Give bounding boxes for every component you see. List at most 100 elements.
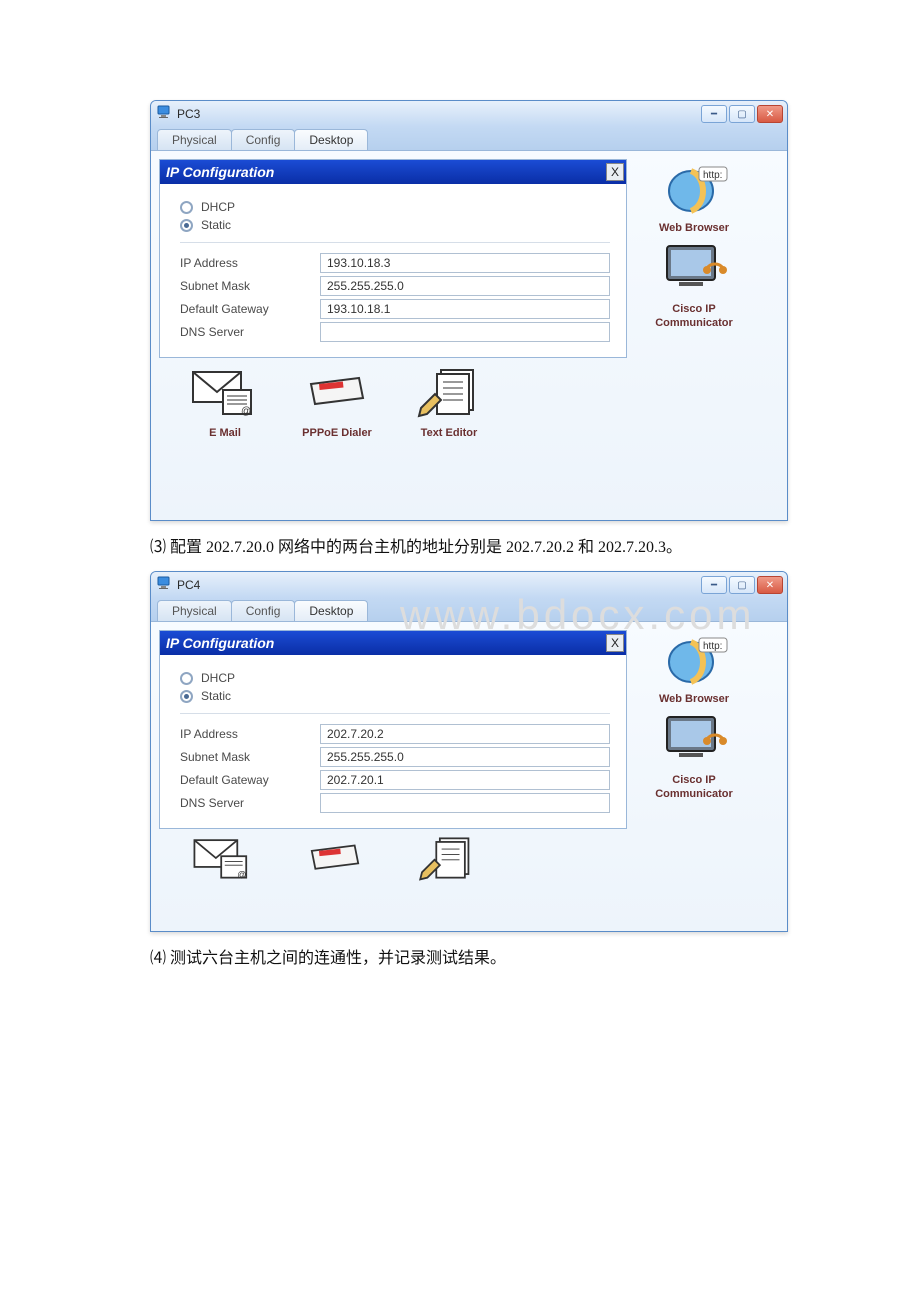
web-browser-shortcut[interactable]: http: Web Browser: [639, 630, 749, 705]
ipconfig-title: IP Configuration: [166, 635, 274, 651]
static-radio-row[interactable]: Static: [180, 689, 610, 703]
svg-text:http:: http:: [703, 170, 722, 181]
window-pc4: PC4 ━ ▢ ✕ Physical Config Desktop IP Con…: [150, 571, 788, 932]
web-browser-label: Web Browser: [639, 693, 749, 705]
caption-3: ⑶ 配置 202.7.20.0 网络中的两台主机的地址分别是 202.7.20.…: [150, 533, 920, 557]
static-radio-row[interactable]: Static: [180, 218, 610, 232]
dhcp-label: DHCP: [201, 200, 235, 214]
static-label: Static: [201, 689, 231, 703]
desktop-canvas: IP Configuration X DHCP Static: [151, 621, 787, 931]
bottom-shortcuts: @: [159, 833, 779, 888]
radio-icon: [180, 201, 193, 214]
browser-icon: http:: [659, 159, 729, 220]
titlebar: PC3 ━ ▢ ✕: [151, 101, 787, 127]
monitor-headset-icon: [659, 240, 729, 301]
texteditor-icon: [411, 833, 483, 888]
divider: [180, 242, 610, 243]
bottom-shortcuts: @ E Mail PPPoE Dialer: [159, 364, 779, 439]
dns-server-label: DNS Server: [180, 796, 320, 810]
subnet-mask-label: Subnet Mask: [180, 750, 320, 764]
email-label: E Mail: [189, 427, 261, 439]
dns-server-input[interactable]: [320, 793, 610, 813]
tab-desktop[interactable]: Desktop: [294, 600, 368, 621]
texteditor-icon: [413, 364, 485, 425]
tab-physical[interactable]: Physical: [157, 129, 232, 150]
pc-icon: [157, 105, 173, 124]
monitor-headset-icon: [659, 711, 729, 772]
dhcp-radio-row[interactable]: DHCP: [180, 671, 610, 685]
titlebar: PC4 ━ ▢ ✕: [151, 572, 787, 598]
window-pc3: PC3 ━ ▢ ✕ Physical Config Desktop IP Con…: [150, 100, 788, 521]
modem-icon: [299, 833, 371, 888]
ipconfig-title: IP Configuration: [166, 164, 274, 180]
radio-icon: [180, 690, 193, 703]
web-browser-label: Web Browser: [639, 222, 749, 234]
minimize-button[interactable]: ━: [701, 105, 727, 123]
tab-desktop[interactable]: Desktop: [294, 129, 368, 150]
cisco-communicator-shortcut[interactable]: Cisco IP Communicator: [639, 711, 749, 800]
tab-config[interactable]: Config: [231, 600, 296, 621]
side-shortcuts: http: Web Browser: [639, 159, 749, 358]
ip-configuration-panel: IP Configuration X DHCP Static: [159, 159, 627, 358]
close-button[interactable]: ✕: [757, 576, 783, 594]
minimize-button[interactable]: ━: [701, 576, 727, 594]
pppoe-shortcut[interactable]: PPPoE Dialer: [301, 364, 373, 439]
ipconfig-close-button[interactable]: X: [606, 634, 624, 652]
window-controls: ━ ▢ ✕: [701, 105, 783, 123]
default-gateway-input[interactable]: [320, 299, 610, 319]
email-icon: @: [187, 833, 259, 888]
caption-4: ⑷ 测试六台主机之间的连通性，并记录测试结果。: [150, 944, 920, 968]
cisco-label-2: Communicator: [639, 317, 749, 329]
texteditor-shortcut[interactable]: [411, 833, 483, 888]
window-title: PC3: [177, 107, 200, 121]
texteditor-shortcut[interactable]: Text Editor: [413, 364, 485, 439]
pppoe-shortcut[interactable]: [299, 833, 371, 888]
cisco-label-1: Cisco IP: [639, 774, 749, 786]
tab-config[interactable]: Config: [231, 129, 296, 150]
maximize-button[interactable]: ▢: [729, 105, 755, 123]
cisco-communicator-shortcut[interactable]: Cisco IP Communicator: [639, 240, 749, 329]
window-controls: ━ ▢ ✕: [701, 576, 783, 594]
web-browser-shortcut[interactable]: http: Web Browser: [639, 159, 749, 234]
document-page: PC3 ━ ▢ ✕ Physical Config Desktop IP Con…: [0, 0, 920, 968]
cisco-label-1: Cisco IP: [639, 303, 749, 315]
pppoe-label: PPPoE Dialer: [301, 427, 373, 439]
cisco-label-2: Communicator: [639, 788, 749, 800]
ip-address-label: IP Address: [180, 256, 320, 270]
browser-icon: http:: [659, 630, 729, 691]
ip-address-input[interactable]: [320, 253, 610, 273]
pc-icon: [157, 576, 173, 595]
ip-address-input[interactable]: [320, 724, 610, 744]
svg-text:@: @: [237, 870, 246, 880]
svg-text:@: @: [241, 406, 251, 417]
dns-server-input[interactable]: [320, 322, 610, 342]
dhcp-label: DHCP: [201, 671, 235, 685]
default-gateway-label: Default Gateway: [180, 773, 320, 787]
radio-icon: [180, 219, 193, 232]
subnet-mask-input[interactable]: [320, 747, 610, 767]
default-gateway-label: Default Gateway: [180, 302, 320, 316]
static-label: Static: [201, 218, 231, 232]
maximize-button[interactable]: ▢: [729, 576, 755, 594]
divider: [180, 713, 610, 714]
tab-bar: Physical Config Desktop: [151, 127, 787, 150]
email-shortcut[interactable]: @ E Mail: [189, 364, 261, 439]
email-icon: @: [189, 364, 261, 425]
texteditor-label: Text Editor: [413, 427, 485, 439]
dhcp-radio-row[interactable]: DHCP: [180, 200, 610, 214]
ip-configuration-panel: IP Configuration X DHCP Static: [159, 630, 627, 829]
tab-physical[interactable]: Physical: [157, 600, 232, 621]
default-gateway-input[interactable]: [320, 770, 610, 790]
radio-icon: [180, 672, 193, 685]
svg-text:http:: http:: [703, 641, 722, 652]
close-button[interactable]: ✕: [757, 105, 783, 123]
desktop-canvas: IP Configuration X DHCP Static: [151, 150, 787, 520]
email-shortcut[interactable]: @: [187, 833, 259, 888]
window-title: PC4: [177, 578, 200, 592]
subnet-mask-label: Subnet Mask: [180, 279, 320, 293]
side-shortcuts: http: Web Browser: [639, 630, 749, 829]
dns-server-label: DNS Server: [180, 325, 320, 339]
ipconfig-close-button[interactable]: X: [606, 163, 624, 181]
subnet-mask-input[interactable]: [320, 276, 610, 296]
modem-icon: [301, 364, 373, 425]
